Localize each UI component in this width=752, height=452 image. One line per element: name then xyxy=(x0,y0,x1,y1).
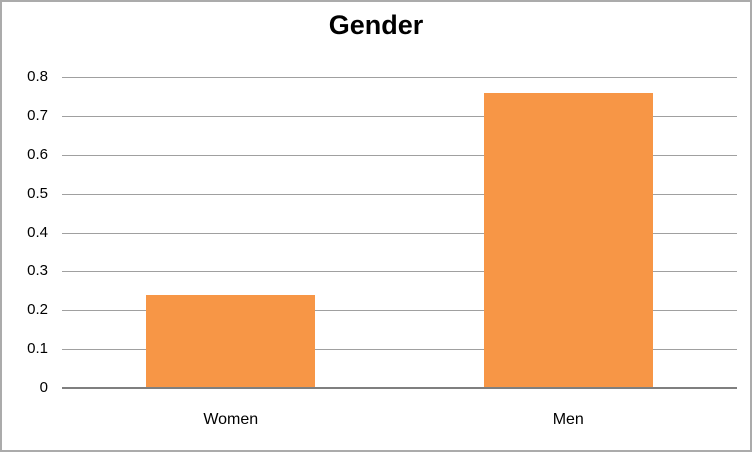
gridline xyxy=(62,193,737,195)
x-axis-line xyxy=(62,387,737,389)
y-tick-label: 0.7 xyxy=(27,106,48,124)
gridline xyxy=(62,232,737,234)
gridline xyxy=(62,115,737,117)
y-tick-label: 0.4 xyxy=(27,223,48,241)
y-tick-label: 0.5 xyxy=(27,184,48,202)
gridline xyxy=(62,77,737,78)
y-tick-label: 0.6 xyxy=(27,145,48,163)
y-tick-label: 0.8 xyxy=(27,68,48,85)
plot-area xyxy=(62,77,737,389)
y-tick-label: 0.3 xyxy=(27,262,48,280)
bar-men xyxy=(483,92,653,388)
y-tick-label: 0.1 xyxy=(27,340,48,358)
x-category-label-men: Men xyxy=(552,411,584,428)
gridline xyxy=(62,154,737,156)
y-tick-label: 0 xyxy=(39,379,48,396)
gridline xyxy=(62,271,737,273)
y-tick-label: 0.2 xyxy=(27,301,48,319)
chart-title: Gender xyxy=(328,10,424,40)
x-category-label-women: Women xyxy=(203,411,259,428)
gridline xyxy=(62,310,737,312)
bar-women xyxy=(146,294,316,388)
gridline xyxy=(62,349,737,351)
